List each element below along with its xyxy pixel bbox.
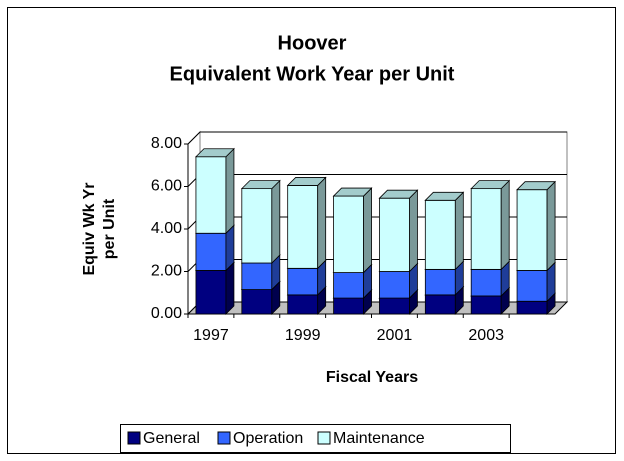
- chart-title: Equivalent Work Year per Unit: [170, 63, 455, 85]
- bar-segment: [424, 294, 456, 315]
- bar-side: [271, 179, 281, 264]
- bar-side: [409, 189, 418, 273]
- bar-segment: [241, 262, 273, 290]
- legend: General Operation Maintenance: [120, 424, 511, 453]
- bar-side: [500, 179, 510, 271]
- bar-segment: [287, 185, 319, 269]
- bar-segment: [470, 268, 502, 297]
- grid-line: [187, 131, 567, 145]
- bar-segment: [333, 195, 364, 273]
- bar-segment: [333, 297, 364, 315]
- x-tick-label: 2001: [377, 327, 413, 344]
- bar-segment: [287, 267, 319, 296]
- legend-swatch: [127, 431, 141, 445]
- bar-segment: [287, 294, 319, 315]
- bar-segment: [241, 188, 273, 264]
- y-tick-label: 4.00: [151, 220, 182, 237]
- bar-top: [424, 191, 465, 201]
- y-tick-label: 8.00: [151, 135, 182, 152]
- bar-top: [194, 148, 235, 158]
- bar-segment: [195, 232, 227, 271]
- bar-segment: [516, 300, 548, 315]
- bar-segment: [424, 199, 456, 270]
- legend-label: Maintenance: [333, 430, 425, 447]
- bar-top: [286, 177, 327, 186]
- chart-title: Hoover: [278, 32, 347, 54]
- y-axis-label-line: Equiv Wk Yr: [81, 182, 98, 275]
- bar-side: [317, 176, 327, 270]
- x-axis-label: Fiscal Years: [326, 369, 418, 386]
- bar-side: [225, 147, 235, 235]
- bar-segment: [333, 272, 364, 299]
- legend-box: [120, 424, 511, 453]
- bar-segment: [379, 297, 410, 315]
- x-tick-label: 2003: [468, 327, 504, 344]
- bar-segment: [195, 156, 227, 234]
- bar-segment: [379, 197, 410, 272]
- bar-top: [332, 187, 373, 197]
- bar-top: [516, 181, 557, 191]
- bar-side: [363, 187, 372, 274]
- bar-segment: [516, 270, 548, 302]
- y-tick-label: 2.00: [151, 263, 182, 280]
- bar-segment: [470, 188, 502, 270]
- bar-side: [225, 261, 235, 315]
- x-tick-label: 1997: [193, 327, 229, 344]
- legend-swatch: [217, 431, 231, 445]
- bar-segment: [470, 295, 502, 315]
- y-tick-label: 0.00: [151, 305, 182, 322]
- x-tick-label: 1999: [285, 327, 321, 344]
- bar-top: [378, 189, 419, 199]
- bar-segment: [241, 289, 273, 315]
- bar-segment: [379, 271, 410, 299]
- bar-segment: [516, 189, 548, 271]
- y-tick-label: 6.00: [151, 178, 182, 195]
- legend-label: General: [143, 430, 200, 447]
- bar-top: [470, 180, 511, 190]
- bar-top: [240, 180, 281, 190]
- y-axis-label-line: per Unit: [101, 198, 118, 259]
- bar-side: [546, 180, 556, 272]
- y-axis-label: Equiv Wk Yr per Unit: [81, 182, 118, 275]
- bar-side: [454, 191, 464, 271]
- legend-label: Operation: [233, 430, 303, 447]
- bar-segment: [195, 270, 227, 315]
- legend-swatch: [317, 431, 331, 445]
- bar-segment: [424, 268, 456, 296]
